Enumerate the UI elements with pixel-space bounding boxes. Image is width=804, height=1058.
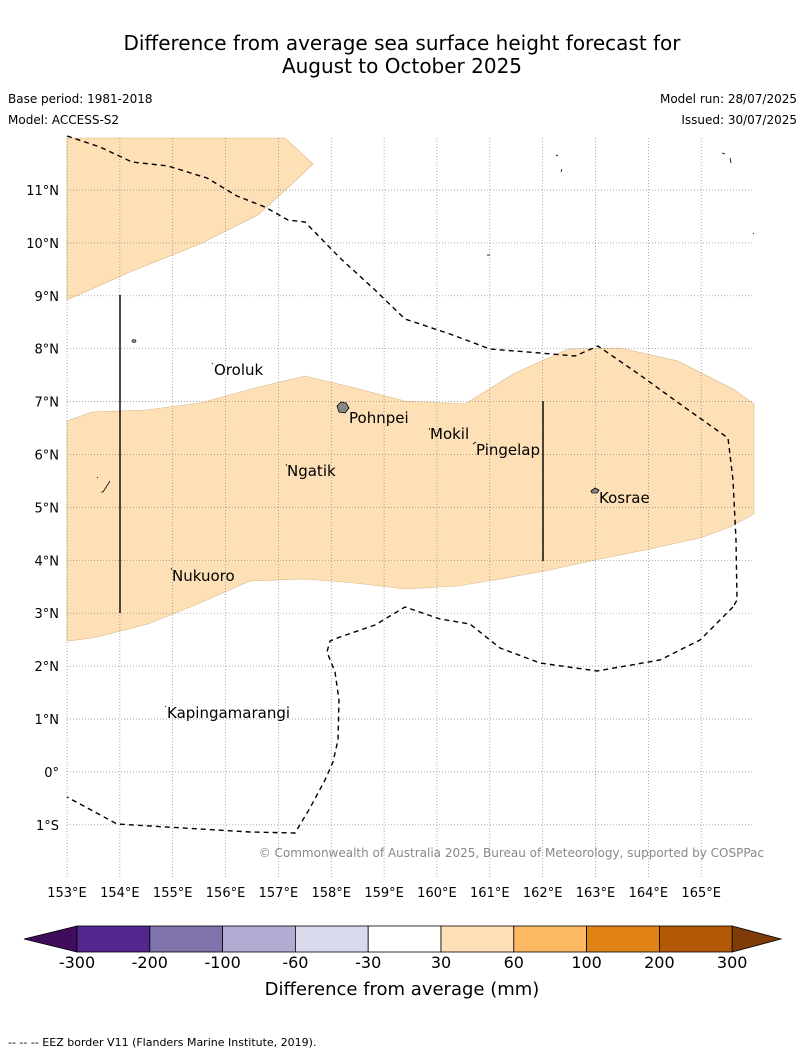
lon-label: 163°E bbox=[576, 886, 616, 901]
colorbar-segment bbox=[367, 925, 442, 953]
kosrae-island bbox=[590, 487, 600, 494]
colorbar-segment bbox=[659, 925, 733, 953]
atoll-nukuoro bbox=[170, 567, 173, 571]
model-run: Model run: 28/07/2025 bbox=[659, 92, 797, 106]
lon-label: 157°E bbox=[259, 886, 299, 901]
atoll-west bbox=[131, 339, 137, 343]
lon-label: 158°E bbox=[311, 886, 351, 901]
lat-label: 0° bbox=[44, 766, 59, 781]
atoll-ne-1 bbox=[555, 154, 563, 173]
colorbar-segment bbox=[513, 925, 587, 953]
copyright-notice: © Commonwealth of Australia 2025, Bureau… bbox=[259, 846, 764, 860]
colorbar-tick-label: -200 bbox=[132, 953, 168, 972]
colorbar-segment bbox=[440, 925, 515, 953]
base-period: Base period: 1981-2018 bbox=[8, 92, 153, 106]
colorbar-tick-label: 200 bbox=[644, 953, 675, 972]
title-line-2: August to October 2025 bbox=[281, 54, 523, 78]
colorbar-extend-low bbox=[23, 925, 78, 953]
label-kapingamarangi: Kapingamarangi bbox=[167, 704, 290, 722]
title-line-1: Difference from average sea surface heig… bbox=[123, 31, 681, 55]
label-ngatik: Ngatik bbox=[287, 462, 336, 480]
anomaly-region-central bbox=[66, 347, 755, 642]
eez-footnote: -- -- -- EEZ border V11 (Flanders Marine… bbox=[8, 1036, 317, 1049]
eez-border-north bbox=[66, 135, 738, 608]
colorbar-tick-label: -100 bbox=[204, 953, 240, 972]
atoll-ne-2 bbox=[721, 152, 732, 164]
chart-title: Difference from average sea surface heig… bbox=[0, 32, 804, 78]
colorbar-segment bbox=[149, 925, 224, 953]
anomaly-regions bbox=[66, 137, 755, 642]
colorbar-segment bbox=[76, 925, 151, 953]
lon-label: 162°E bbox=[523, 886, 563, 901]
lat-label: 5°N bbox=[35, 501, 60, 516]
lon-label: 160°E bbox=[417, 886, 457, 901]
atoll-east-edge bbox=[752, 232, 755, 235]
colorbar-tick-label: -300 bbox=[59, 953, 95, 972]
islands bbox=[96, 152, 755, 708]
model-name: Model: ACCESS-S2 bbox=[8, 113, 120, 127]
label-mokil: Mokil bbox=[430, 425, 469, 443]
atoll-southwest bbox=[96, 476, 111, 493]
lon-label: 153°E bbox=[47, 886, 87, 901]
lat-label: 8°N bbox=[35, 343, 60, 358]
lon-label: 154°E bbox=[100, 886, 140, 901]
atoll-pingelap bbox=[472, 441, 477, 445]
colorbar-tick-label: 100 bbox=[571, 953, 602, 972]
colorbar-segment bbox=[586, 925, 660, 953]
gridlines bbox=[66, 138, 754, 878]
lat-label: 2°N bbox=[35, 660, 60, 675]
lon-label: 156°E bbox=[206, 886, 246, 901]
lat-label: 10°N bbox=[26, 237, 59, 252]
eez-border-south bbox=[66, 606, 734, 834]
anomaly-region-north bbox=[66, 137, 314, 301]
lat-label: 4°N bbox=[35, 554, 60, 569]
colorbar-tick-label: 300 bbox=[717, 953, 748, 972]
lat-label: 6°N bbox=[35, 449, 60, 464]
colorbar-tick-label: -30 bbox=[355, 953, 381, 972]
atoll-oroluk bbox=[211, 362, 214, 365]
longitude-labels: 153°E 154°E 155°E 156°E 157°E 158°E 159°E 160°E… bbox=[47, 886, 721, 901]
colorbar-segment bbox=[294, 925, 369, 953]
lon-label: 159°E bbox=[364, 886, 404, 901]
lon-label: 161°E bbox=[470, 886, 510, 901]
label-kosrae: Kosrae bbox=[599, 489, 650, 507]
colorbar-tick-label: 60 bbox=[504, 953, 524, 972]
colorbar-segment bbox=[222, 925, 296, 953]
lon-label: 164°E bbox=[629, 886, 669, 901]
place-labels: Oroluk Pohnpei Mokil Pingelap Ngatik Kos… bbox=[167, 361, 650, 722]
colorbar-title: Difference from average (mm) bbox=[265, 979, 540, 1000]
eez-borders bbox=[66, 135, 738, 834]
label-pohnpei: Pohnpei bbox=[349, 409, 409, 427]
lat-label: 11°N bbox=[26, 184, 59, 199]
colorbar-tick-label: 30 bbox=[431, 953, 451, 972]
atoll-kapingamarangi bbox=[164, 705, 167, 708]
atoll-mokil bbox=[428, 427, 431, 431]
lat-label: 9°N bbox=[35, 290, 60, 305]
label-oroluk: Oroluk bbox=[214, 361, 263, 379]
lat-label: 3°N bbox=[35, 607, 60, 622]
lat-label: 7°N bbox=[35, 396, 60, 411]
issued-date: Issued: 30/07/2025 bbox=[681, 113, 797, 127]
label-pingelap: Pingelap bbox=[476, 441, 540, 459]
colorbar-tick-label: -60 bbox=[282, 953, 308, 972]
colorbar: -300 -200 -100 -60 -30 30 60 100 200 300 bbox=[23, 925, 783, 972]
label-nukuoro: Nukuoro bbox=[172, 567, 235, 585]
latitude-labels: 11°N 10°N 9°N 8°N 7°N 6°N 5°N 4°N 3°N 2°N 1°N 0° 1°S bbox=[26, 184, 59, 834]
pohnpei-island bbox=[336, 401, 350, 414]
lat-label: 1°N bbox=[35, 713, 60, 728]
atoll-ngatik bbox=[285, 463, 288, 467]
lon-label: 165°E bbox=[681, 886, 721, 901]
colorbar-extend-high bbox=[731, 925, 783, 953]
lat-label: 1°S bbox=[36, 819, 59, 834]
lon-label: 155°E bbox=[153, 886, 193, 901]
